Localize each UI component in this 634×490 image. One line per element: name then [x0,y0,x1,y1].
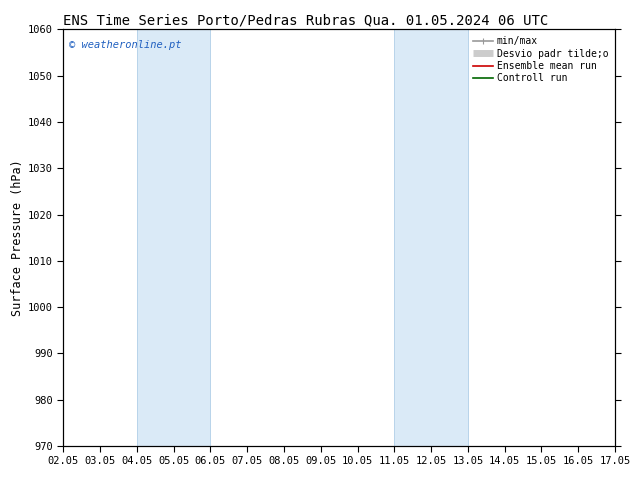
Y-axis label: Surface Pressure (hPa): Surface Pressure (hPa) [11,159,24,316]
Text: © weatheronline.pt: © weatheronline.pt [69,40,181,50]
Text: ENS Time Series Porto/Pedras Rubras: ENS Time Series Porto/Pedras Rubras [63,14,356,28]
Bar [137,29,210,446]
Legend: min/max, Desvio padr tilde;o, Ensemble mean run, Controll run: min/max, Desvio padr tilde;o, Ensemble m… [469,32,612,87]
Text: Qua. 01.05.2024 06 UTC: Qua. 01.05.2024 06 UTC [365,14,548,28]
Bar [394,29,468,446]
